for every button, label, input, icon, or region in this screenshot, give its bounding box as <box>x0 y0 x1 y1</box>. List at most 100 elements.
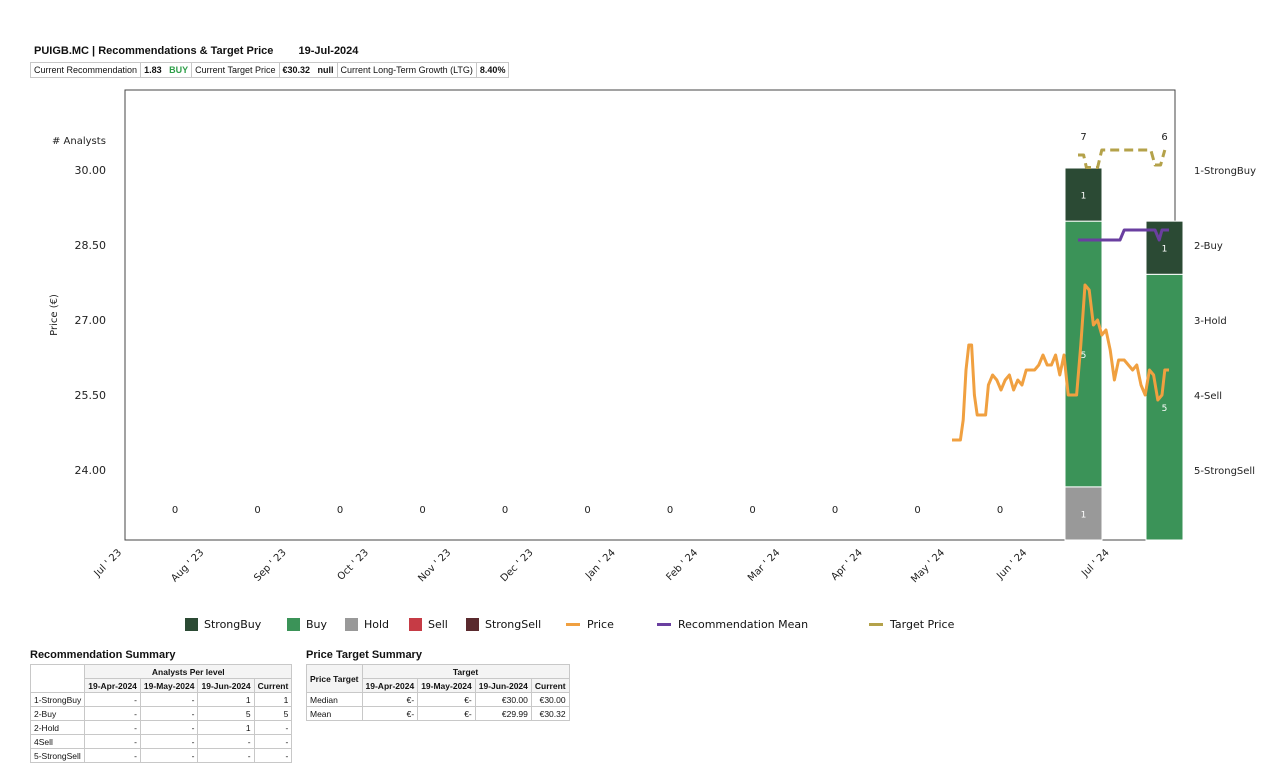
table-cell: - <box>84 720 141 735</box>
rec-summary-table: Analysts Per level 19-Apr-2024 19-May-20… <box>29 664 293 763</box>
price-summary-title: Price Target Summary <box>306 649 422 661</box>
monthly-count: 0 <box>584 505 590 516</box>
monthly-count: 0 <box>254 505 260 516</box>
month-label: Oct ' 23 <box>336 547 371 582</box>
month-label: Aug ' 23 <box>169 547 206 584</box>
table-cell: 1 <box>197 720 255 735</box>
table-row: 5-StrongSell - - - - <box>29 748 293 763</box>
table-row: Median €- €- €30.00 €30.00 <box>306 692 570 707</box>
rec-level-label: 1-StrongBuy <box>1194 166 1256 177</box>
month-label: Jul ' 24 <box>1079 547 1111 579</box>
price-col-header: 19-Jun-2024 <box>474 678 532 693</box>
table-cell: - <box>139 748 199 763</box>
price-summary-header-row: 19-Apr-2024 19-May-2024 19-Jun-2024 Curr… <box>307 678 570 693</box>
monthly-count: 0 <box>997 505 1003 516</box>
price-col-header: 19-May-2024 <box>417 678 476 693</box>
ltg-value: 8.40% <box>475 62 510 78</box>
bar-segment-hold <box>1064 486 1103 541</box>
table-cell: - <box>84 748 141 763</box>
price-summary-group-header: Target <box>361 664 570 679</box>
row-label: 2-Buy <box>29 706 86 721</box>
table-cell: €- <box>361 692 419 707</box>
price-col-header: Current <box>530 678 570 693</box>
price-summary-group-row: Price Target Target <box>306 664 570 693</box>
price-axis-label: Price (€) <box>49 294 60 336</box>
month-labels: Jul ' 23 Aug ' 23 Sep ' 23 Oct ' 23 Nov ' 23… <box>92 547 1112 585</box>
table-cell: 5 <box>253 706 293 721</box>
legend-target: Target Price <box>869 618 954 631</box>
rec-level-label: 4-Sell <box>1194 391 1222 402</box>
month-label: Nov ' 23 <box>416 547 453 584</box>
y-tick-labels: 30.00 28.50 27.00 25.50 24.00 <box>75 164 107 477</box>
rec-summary-corner <box>29 664 86 693</box>
legend-recmean-label: Recommendation Mean <box>678 618 809 631</box>
bar-segment-strongbuy <box>1064 167 1103 222</box>
legend-strongsell: StrongSell <box>466 618 541 631</box>
month-label: Feb ' 24 <box>664 547 700 583</box>
rec-summary-header-row: 19-Apr-2024 19-May-2024 19-Jun-2024 Curr… <box>31 678 293 693</box>
legend-price-line <box>566 623 580 626</box>
chart-legend: StrongBuy Buy Hold Sell StrongSell Price… <box>0 618 1273 638</box>
legend-strongsell-swatch <box>466 618 479 631</box>
legend-hold-swatch <box>345 618 358 631</box>
report-date: 19-Jul-2024 <box>298 45 359 57</box>
rec-value: 1.83 <box>144 65 162 75</box>
legend-strongbuy-label: StrongBuy <box>204 618 262 631</box>
legend-recmean-line <box>657 623 671 626</box>
legend-buy-label: Buy <box>306 618 328 631</box>
row-label: 1-StrongBuy <box>29 692 86 707</box>
y-tick-label: 25.50 <box>75 389 107 402</box>
legend-strongbuy: StrongBuy <box>185 618 261 631</box>
row-label: 2-Hold <box>29 720 86 735</box>
monthly-count: 0 <box>832 505 838 516</box>
bar-segment-buy <box>1145 273 1184 541</box>
legend-sell: Sell <box>409 618 448 631</box>
table-row: Mean €- €- €29.99 €30.32 <box>306 706 570 721</box>
table-row: 2-Buy - - 5 5 <box>29 706 293 721</box>
analyst-bars: 1 5 1 7 5 1 6 <box>1064 132 1184 541</box>
table-cell: €30.00 <box>474 692 532 707</box>
row-label: 5-StrongSell <box>29 748 86 763</box>
table-cell: - <box>197 748 255 763</box>
series-lines <box>952 148 1169 442</box>
rec-level-labels: 1-StrongBuy 2-Buy 3-Hold 4-Sell 5-StrongSell <box>1194 166 1256 477</box>
price-col-header: 19-Apr-2024 <box>361 678 419 693</box>
table-cell: - <box>139 734 199 749</box>
legend-sell-label: Sell <box>428 618 448 631</box>
price-line <box>952 283 1169 442</box>
month-label: Jan ' 24 <box>583 547 618 582</box>
month-label: Sep ' 23 <box>252 547 289 584</box>
monthly-count: 0 <box>914 505 920 516</box>
table-cell: €29.99 <box>474 706 532 721</box>
rec-summary-group-header: Analysts Per level <box>84 664 293 679</box>
legend-hold: Hold <box>345 618 389 631</box>
current-summary-bar: Current Recommendation 1.83 BUY Current … <box>29 62 510 78</box>
legend-recmean: Recommendation Mean <box>657 618 808 631</box>
bar-segment-label: 1 <box>1162 245 1168 255</box>
table-cell: - <box>197 734 255 749</box>
table-cell: €- <box>417 692 476 707</box>
rec-level-label: 2-Buy <box>1194 241 1223 252</box>
recommendation-mean-line <box>1078 228 1169 242</box>
recommendation-chart: # Analysts Price (€) 30.00 28.50 27.00 25.5… <box>49 89 1256 585</box>
tp-null: null <box>317 65 334 75</box>
month-label: Jul ' 23 <box>92 547 124 579</box>
target-price-line <box>1078 148 1167 169</box>
bar-segment-label: 1 <box>1081 510 1087 520</box>
rec-level-label: 5-StrongSell <box>1194 466 1255 477</box>
row-label: Median <box>306 692 363 707</box>
page-title: PUIGB.MC | Recommendations & Target Pric… <box>34 45 358 57</box>
month-label: May ' 24 <box>909 547 947 585</box>
current-target-price-label: Current Target Price <box>191 62 280 78</box>
table-cell: €- <box>361 706 419 721</box>
table-cell: - <box>253 720 293 735</box>
bar-total-label: 6 <box>1161 132 1167 143</box>
legend-buy: Buy <box>287 618 327 631</box>
legend-buy-swatch <box>287 618 300 631</box>
y-tick-label: 30.00 <box>75 164 107 177</box>
y-tick-label: 24.00 <box>75 464 107 477</box>
monthly-count: 0 <box>749 505 755 516</box>
table-cell: - <box>139 720 199 735</box>
rec-col-header: 19-Jun-2024 <box>197 678 255 693</box>
rec-level-label: 3-Hold <box>1194 316 1227 327</box>
